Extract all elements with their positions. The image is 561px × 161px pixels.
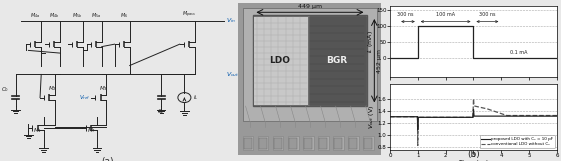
Bar	[259, 138, 267, 148]
Bar	[244, 138, 252, 148]
Bar	[348, 136, 358, 150]
Text: $V_{in}$: $V_{in}$	[226, 17, 236, 25]
Bar	[333, 136, 343, 150]
Text: $V_{out}$: $V_{out}$	[226, 70, 240, 79]
Text: (a): (a)	[102, 157, 114, 161]
Text: $M_{5b}$: $M_{5b}$	[72, 11, 82, 20]
Text: $M_2$: $M_2$	[48, 84, 57, 93]
Text: $M_6$: $M_6$	[120, 11, 128, 20]
Bar	[303, 136, 314, 150]
Text: $C_L$: $C_L$	[157, 107, 165, 116]
Y-axis label: $I_L$ (mA): $I_L$ (mA)	[366, 30, 375, 53]
Text: $M_3$: $M_3$	[99, 84, 108, 93]
Text: 0.1 mA: 0.1 mA	[510, 50, 527, 55]
Text: 300 ns: 300 ns	[397, 12, 413, 17]
Text: 100 mA: 100 mA	[436, 12, 455, 17]
Text: $M_1$: $M_1$	[33, 126, 42, 135]
Bar	[288, 136, 298, 150]
Y-axis label: $V_{out}$ (V): $V_{out}$ (V)	[367, 105, 376, 129]
Text: BGR: BGR	[327, 56, 348, 65]
Text: $C_0$: $C_0$	[1, 85, 8, 94]
Bar	[364, 138, 372, 148]
Text: $M_{4b}$: $M_{4b}$	[49, 11, 59, 20]
Bar	[252, 15, 367, 106]
Bar	[254, 16, 308, 105]
Bar	[334, 138, 342, 148]
Text: 449 μm: 449 μm	[298, 4, 322, 9]
Text: 300 ns: 300 ns	[479, 12, 496, 17]
Text: $M_{pass}$: $M_{pass}$	[182, 9, 196, 20]
Text: $M_{5a}$: $M_{5a}$	[91, 11, 101, 20]
Bar	[309, 16, 366, 105]
Text: $M_7$: $M_7$	[87, 126, 96, 135]
Bar	[243, 136, 254, 150]
Legend: proposed LDO with C₀ = 10 pF, conventional LDO without C₀: proposed LDO with C₀ = 10 pF, convention…	[480, 135, 555, 148]
Bar	[274, 138, 282, 148]
Text: 452 μm: 452 μm	[377, 49, 382, 73]
Bar	[318, 136, 329, 150]
Text: $V_{ref}$: $V_{ref}$	[79, 93, 90, 102]
Text: (b): (b)	[468, 150, 480, 159]
Bar	[257, 136, 269, 150]
Text: $I_L$: $I_L$	[192, 93, 198, 102]
Bar	[319, 138, 327, 148]
Bar	[273, 136, 283, 150]
Bar	[243, 8, 377, 121]
Text: LDO: LDO	[269, 56, 291, 65]
Text: $M_{4a}$: $M_{4a}$	[30, 11, 40, 20]
Bar	[289, 138, 297, 148]
Bar	[363, 136, 374, 150]
Bar	[304, 138, 312, 148]
Bar	[350, 138, 357, 148]
X-axis label: Time (μs): Time (μs)	[459, 160, 488, 161]
